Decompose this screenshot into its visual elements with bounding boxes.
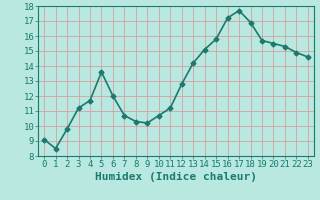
X-axis label: Humidex (Indice chaleur): Humidex (Indice chaleur)	[95, 172, 257, 182]
